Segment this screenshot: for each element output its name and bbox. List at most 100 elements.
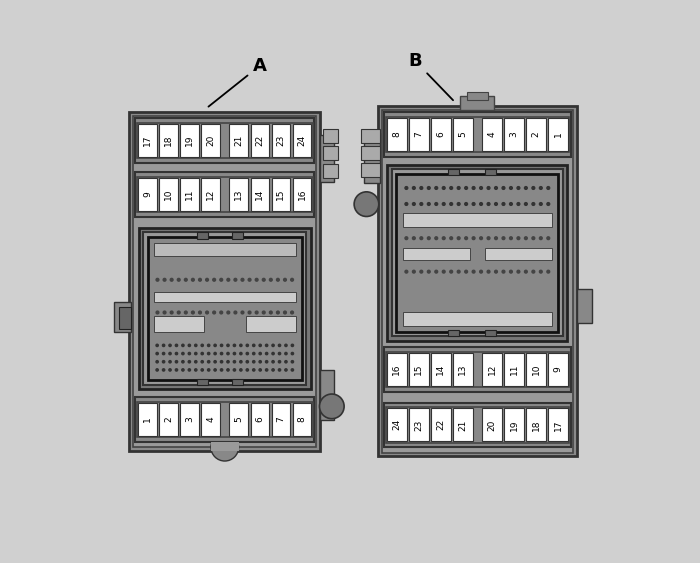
Circle shape <box>405 203 408 205</box>
Circle shape <box>354 192 379 217</box>
Bar <box>430 118 451 151</box>
Circle shape <box>285 344 287 347</box>
Bar <box>430 408 451 441</box>
Bar <box>137 402 312 437</box>
Text: 8: 8 <box>298 417 307 422</box>
Circle shape <box>220 344 223 347</box>
Circle shape <box>270 278 272 281</box>
Circle shape <box>227 360 229 363</box>
Text: 4: 4 <box>487 132 496 137</box>
Circle shape <box>495 186 498 189</box>
Circle shape <box>442 270 445 273</box>
Circle shape <box>547 186 550 189</box>
Circle shape <box>265 344 268 347</box>
Circle shape <box>276 278 279 281</box>
Bar <box>386 352 569 387</box>
Bar <box>504 118 524 151</box>
Circle shape <box>207 360 210 363</box>
Circle shape <box>405 270 408 273</box>
Text: 9: 9 <box>143 192 152 198</box>
Circle shape <box>502 186 505 189</box>
Bar <box>211 442 239 451</box>
Circle shape <box>259 344 261 347</box>
Bar <box>396 174 558 332</box>
Circle shape <box>262 311 265 314</box>
Circle shape <box>428 270 430 273</box>
Circle shape <box>285 352 287 355</box>
Bar <box>159 124 178 157</box>
Bar <box>504 353 524 386</box>
Bar <box>230 124 248 157</box>
Circle shape <box>532 186 535 189</box>
Text: B: B <box>409 52 453 100</box>
Circle shape <box>279 360 281 363</box>
Circle shape <box>175 360 178 363</box>
Text: 24: 24 <box>298 135 307 146</box>
Circle shape <box>284 278 286 281</box>
Circle shape <box>435 186 438 189</box>
Circle shape <box>487 186 490 189</box>
Circle shape <box>457 186 460 189</box>
Bar <box>361 129 379 143</box>
Circle shape <box>195 360 197 363</box>
Circle shape <box>540 237 542 240</box>
Circle shape <box>428 237 430 240</box>
Circle shape <box>234 278 237 281</box>
Circle shape <box>532 203 535 205</box>
Bar <box>137 123 312 158</box>
Circle shape <box>532 237 535 240</box>
Circle shape <box>291 344 293 347</box>
Circle shape <box>241 278 244 281</box>
Circle shape <box>412 203 415 205</box>
Bar <box>323 146 338 160</box>
Text: 13: 13 <box>458 364 467 375</box>
Circle shape <box>502 270 505 273</box>
Circle shape <box>239 360 242 363</box>
Bar <box>181 124 199 157</box>
Circle shape <box>214 344 216 347</box>
Circle shape <box>420 270 423 273</box>
Bar <box>402 312 552 325</box>
Bar <box>154 316 204 332</box>
Bar <box>159 403 178 436</box>
Bar <box>159 178 178 211</box>
Bar <box>361 163 379 177</box>
Circle shape <box>473 186 475 189</box>
Bar <box>461 96 494 110</box>
Circle shape <box>457 270 460 273</box>
Circle shape <box>517 270 520 273</box>
Bar <box>548 353 568 386</box>
Circle shape <box>450 203 453 205</box>
Circle shape <box>495 237 498 240</box>
Circle shape <box>524 186 527 189</box>
Text: 18: 18 <box>164 135 173 146</box>
Bar <box>485 248 552 260</box>
Circle shape <box>256 311 258 314</box>
Circle shape <box>442 203 445 205</box>
Circle shape <box>480 186 482 189</box>
Circle shape <box>510 186 512 189</box>
Circle shape <box>177 278 180 281</box>
Circle shape <box>487 203 490 205</box>
Circle shape <box>227 344 229 347</box>
Bar <box>197 233 208 239</box>
Bar <box>364 133 379 183</box>
Circle shape <box>213 311 216 314</box>
Bar <box>272 403 290 436</box>
Circle shape <box>428 203 430 205</box>
Circle shape <box>547 270 550 273</box>
Circle shape <box>220 352 223 355</box>
Text: 17: 17 <box>554 419 563 431</box>
Circle shape <box>420 237 423 240</box>
Circle shape <box>233 369 236 371</box>
Bar <box>526 408 546 441</box>
Circle shape <box>195 352 197 355</box>
Circle shape <box>175 344 178 347</box>
Circle shape <box>233 352 236 355</box>
Circle shape <box>450 237 453 240</box>
Circle shape <box>495 203 498 205</box>
Circle shape <box>473 270 475 273</box>
Bar <box>448 330 459 336</box>
Circle shape <box>510 203 512 205</box>
Circle shape <box>162 360 164 363</box>
